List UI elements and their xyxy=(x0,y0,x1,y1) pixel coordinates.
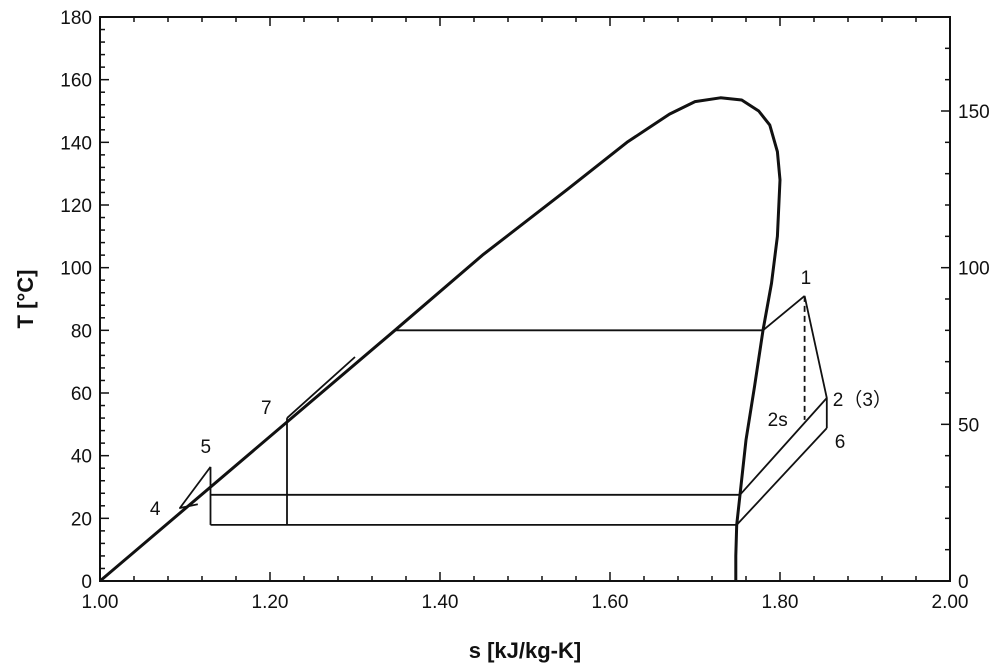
y-tick-label: 140 xyxy=(60,133,92,154)
x-tick-label: 2.00 xyxy=(932,592,969,613)
y2-tick-label: 50 xyxy=(958,415,979,436)
state-label: 6 xyxy=(835,432,846,453)
state-label: 1 xyxy=(801,268,812,289)
state-label: 2s xyxy=(768,410,788,431)
series-cooling-6 xyxy=(736,427,828,526)
y2-tick-label: 150 xyxy=(958,102,990,123)
y-tick-label: 60 xyxy=(71,384,92,405)
series-saturation-dome xyxy=(99,96,782,583)
y2-tick-label: 100 xyxy=(958,259,990,280)
x-tick-label: 1.00 xyxy=(82,592,119,613)
series-pump-4-5 xyxy=(179,466,212,509)
x-tick-label: 1.80 xyxy=(762,592,799,613)
state-label: 7 xyxy=(261,398,272,419)
y-tick-label: 40 xyxy=(71,447,92,468)
x-axis-title: s [kJ/kg-K] xyxy=(469,638,581,663)
plot-frame xyxy=(99,16,951,582)
y2-tick-label: 0 xyxy=(958,572,969,593)
x-tick-label: 1.40 xyxy=(422,592,459,613)
state-label: 5 xyxy=(201,437,212,458)
series-expansion-1-2 xyxy=(803,295,828,429)
y-tick-label: 100 xyxy=(60,259,92,280)
y-tick-label: 80 xyxy=(71,321,92,342)
state-label: 2（3） xyxy=(833,389,892,411)
y-tick-label: 180 xyxy=(60,8,92,29)
y-tick-label: 160 xyxy=(60,71,92,92)
y-tick-label: 20 xyxy=(71,509,92,530)
state-label: 4 xyxy=(150,499,161,520)
y-tick-label: 120 xyxy=(60,196,92,217)
series-cooling-2 xyxy=(739,397,828,496)
series-heating-7 xyxy=(286,356,356,419)
x-tick-label: 1.60 xyxy=(592,592,629,613)
y-tick-label: 0 xyxy=(81,572,92,593)
series-superheat-to-1 xyxy=(762,295,806,331)
x-tick-label: 1.20 xyxy=(252,592,289,613)
y-axis-title: T [°C] xyxy=(13,270,38,329)
